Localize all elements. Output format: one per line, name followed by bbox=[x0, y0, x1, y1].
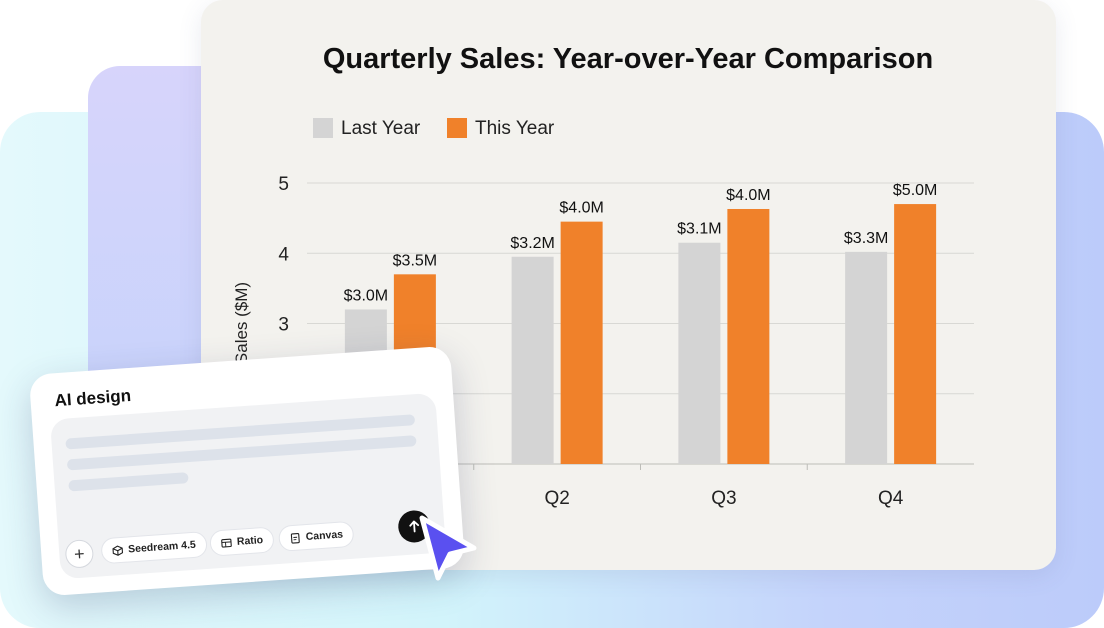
legend-swatch bbox=[447, 118, 467, 138]
y-tick-label: 4 bbox=[278, 244, 289, 265]
arrow-up-icon bbox=[409, 520, 420, 533]
cube-icon bbox=[112, 545, 124, 556]
send-button[interactable] bbox=[397, 509, 432, 544]
bar-data-label: $3.1M bbox=[677, 221, 721, 238]
ai-design-card: AI design + Seedream 4.5 Ratio bbox=[28, 345, 466, 597]
bar-data-label: $3.3M bbox=[844, 230, 888, 247]
ai-panel-title: AI design bbox=[53, 385, 132, 411]
bar-data-label: $5.0M bbox=[893, 182, 937, 199]
model-label: Seedream 4.5 bbox=[127, 538, 197, 556]
bar bbox=[727, 208, 770, 464]
canvas-icon bbox=[290, 532, 300, 544]
ratio-selector[interactable]: Ratio bbox=[209, 526, 275, 557]
bar-data-label: $4.0M bbox=[726, 187, 770, 204]
bar-data-label: $4.0M bbox=[559, 200, 603, 217]
cursor-arrow-icon bbox=[419, 515, 477, 581]
model-selector[interactable]: Seedream 4.5 bbox=[100, 531, 208, 565]
x-tick-label: Q4 bbox=[878, 488, 904, 509]
add-button[interactable]: + bbox=[64, 538, 95, 569]
bar bbox=[560, 221, 603, 464]
canvas-selector[interactable]: Canvas bbox=[277, 520, 355, 552]
bar bbox=[511, 256, 554, 464]
bar-chart: Quarterly Sales: Year-over-Year Comparis… bbox=[232, 43, 974, 509]
prompt-placeholder-line bbox=[68, 472, 189, 492]
bar bbox=[678, 242, 721, 464]
chart-title: Quarterly Sales: Year-over-Year Comparis… bbox=[323, 43, 933, 75]
ratio-icon bbox=[221, 538, 232, 548]
bar-data-label: $3.0M bbox=[344, 287, 388, 304]
legend-label: Last Year bbox=[341, 118, 421, 139]
ratio-label: Ratio bbox=[236, 534, 264, 548]
y-tick-label: 3 bbox=[278, 315, 289, 336]
plus-icon: + bbox=[73, 543, 86, 564]
prompt-box[interactable]: + Seedream 4.5 Ratio Canvas bbox=[49, 392, 447, 580]
y-tick-label: 5 bbox=[278, 174, 289, 195]
bar bbox=[894, 204, 937, 464]
bar bbox=[845, 251, 888, 464]
x-tick-label: Q2 bbox=[544, 488, 569, 509]
canvas-label: Canvas bbox=[305, 528, 344, 544]
legend-label: This Year bbox=[475, 118, 555, 139]
y-axis-label: Sales ($M) bbox=[232, 282, 251, 364]
bar-data-label: $3.5M bbox=[393, 252, 437, 269]
bar-data-label: $3.2M bbox=[510, 235, 554, 252]
legend-swatch bbox=[313, 118, 333, 138]
x-tick-label: Q3 bbox=[711, 488, 736, 509]
